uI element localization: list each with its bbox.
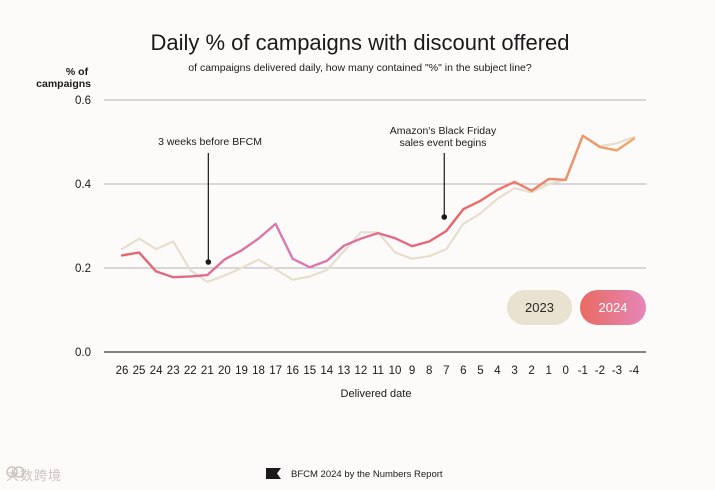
x-tick-label: -1	[578, 365, 588, 377]
x-tick-label: 1	[545, 365, 551, 377]
annotation-amazon-text-2: sales event begins	[400, 137, 487, 149]
x-tick-label: 7	[443, 365, 449, 377]
x-tick-label: 6	[460, 365, 466, 377]
x-tick-label: 3	[511, 365, 517, 377]
x-tick-label: 22	[184, 365, 197, 377]
x-tick-label: 17	[269, 365, 282, 377]
watermark-text: 大数跨境	[6, 469, 63, 484]
y-tick-label: 0.0	[75, 347, 91, 359]
x-tick-label: -4	[629, 365, 640, 377]
x-tick-label: 25	[133, 365, 146, 377]
x-tick-label: 0	[563, 365, 569, 377]
legend-2023-label: 2023	[525, 300, 554, 315]
x-tick-label: 4	[494, 365, 501, 377]
x-tick-label: 2	[528, 365, 534, 377]
y-tick-label: 0.4	[75, 179, 92, 191]
footer: BFCM 2024 by the Numbers Report	[266, 468, 443, 480]
x-tick-label: 20	[218, 365, 231, 377]
x-tick-label: -3	[612, 365, 622, 377]
y-tick-label: 0.6	[75, 95, 91, 107]
annotation-bfcm-text: 3 weeks before BFCM	[158, 136, 262, 148]
legend-2023-pill[interactable]	[507, 290, 572, 325]
x-tick-label: 10	[389, 365, 402, 377]
series-line-2023	[120, 134, 636, 283]
x-tick-label: 5	[477, 365, 483, 377]
watermark: 大数跨境	[6, 465, 62, 484]
chart-subtitle: of campaigns delivered daily, how many c…	[188, 62, 532, 74]
x-tick-label: 15	[303, 365, 316, 377]
x-tick-label: 16	[286, 365, 299, 377]
x-tick-label: 8	[426, 365, 432, 377]
legend-2024-label: 2024	[599, 300, 628, 315]
x-axis-label: Delivered date	[341, 388, 412, 400]
x-tick-label: 19	[235, 365, 248, 377]
x-tick-label: 23	[167, 365, 180, 377]
x-tick-label: 12	[355, 365, 368, 377]
x-tick-label: 9	[409, 365, 415, 377]
series-line-2024	[120, 134, 636, 279]
x-tick-label: 11	[372, 365, 384, 377]
x-tick-label: 26	[116, 365, 129, 377]
y-tick-label: 0.2	[75, 263, 91, 275]
footer-text: BFCM 2024 by the Numbers Report	[291, 469, 443, 480]
x-tick-label: 18	[252, 365, 265, 377]
annotation-amazon-text-1: Amazon's Black Friday	[390, 125, 497, 137]
annotation-bfcm-dot	[205, 259, 212, 265]
x-tick-label: 14	[320, 365, 333, 377]
legend: 2023 2024	[507, 290, 646, 325]
x-tick-label: 13	[337, 365, 350, 377]
y-axis-label: % of campaigns	[36, 66, 91, 90]
flag-icon	[266, 468, 281, 479]
watermark-logo-icon	[6, 466, 25, 478]
x-tick-label: -2	[595, 365, 605, 377]
x-tick-label: 24	[150, 365, 163, 377]
legend-2024-pill[interactable]	[580, 290, 646, 325]
annotation-amazon-dot	[441, 214, 448, 220]
x-tick-label: 21	[201, 365, 214, 377]
chart-title: Daily % of campaigns with discount offer…	[150, 30, 569, 55]
